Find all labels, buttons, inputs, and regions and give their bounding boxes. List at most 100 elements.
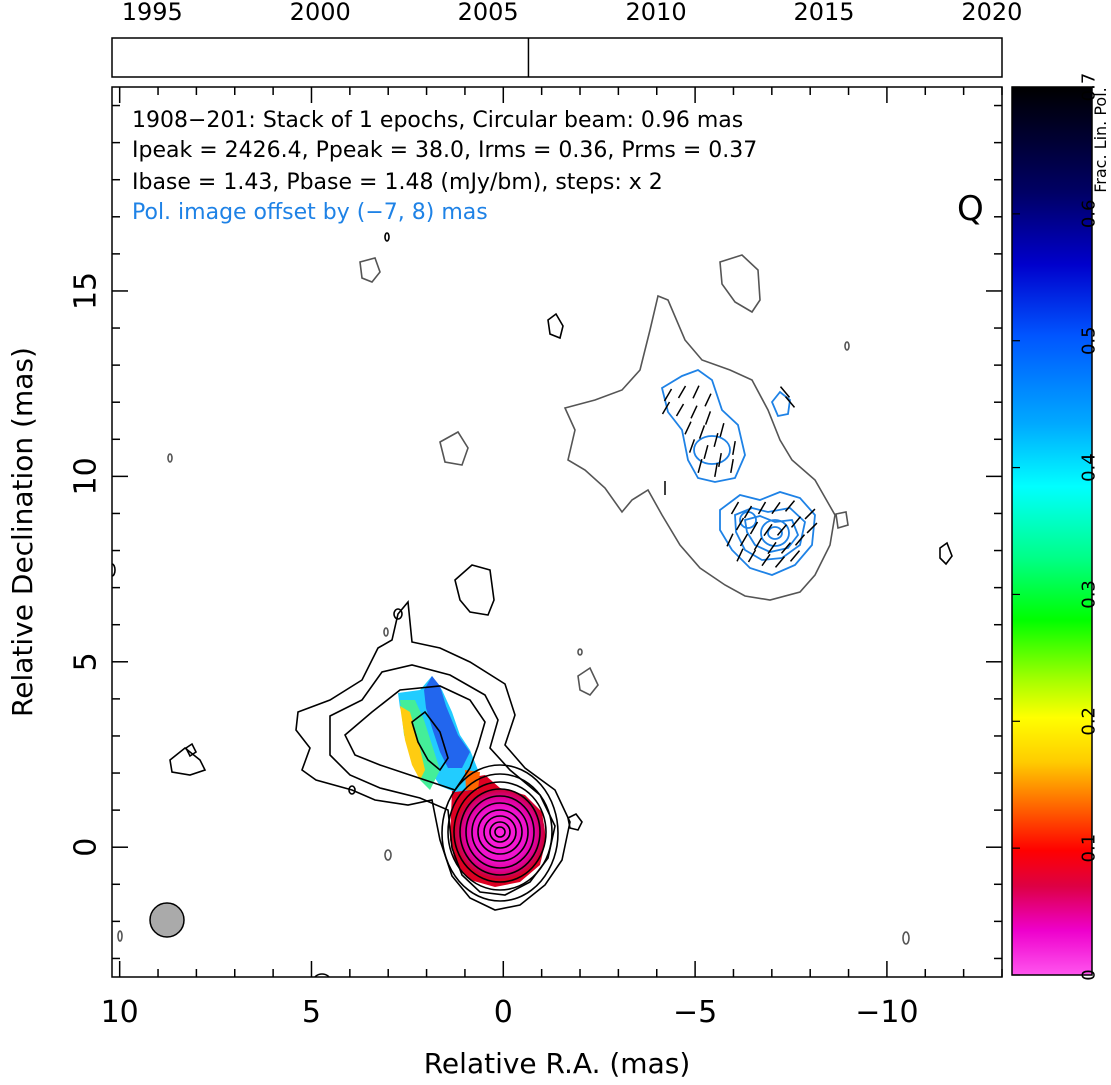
timeline-year-label: 2000 <box>290 0 351 26</box>
offset-blob-12 <box>577 648 583 656</box>
offset-blob-11 <box>117 930 123 942</box>
x-axis-title: Relative R.A. (mas) <box>424 1047 691 1080</box>
annotation-block: 1908−201: Stack of 1 epochs, Circular be… <box>132 108 984 229</box>
pol-contour-mid <box>693 435 731 465</box>
evpa-tick <box>692 385 700 399</box>
evpa-tick <box>747 549 757 563</box>
fpol-jet-blue <box>424 676 470 768</box>
evpa-tick <box>661 401 671 415</box>
offset-blob-7 <box>384 849 392 861</box>
evpa-tick <box>726 533 734 547</box>
timeline-year-label: 2005 <box>458 0 519 26</box>
fpol-core-magenta <box>455 789 545 879</box>
stokes-i-contour-3 <box>344 685 486 791</box>
evpa-tick <box>690 405 698 419</box>
colorbar-ticks: 0 0.1 0.2 0.3 0.4 0.5 0.6 0.7 <box>1012 73 1099 981</box>
stokes-i-contour-2 <box>329 664 556 896</box>
offset-blob-2 <box>439 430 469 466</box>
evpa-tick <box>757 501 767 515</box>
core-contour-10 <box>494 826 506 838</box>
evpa-tick <box>704 411 712 425</box>
evpa-tick <box>730 501 740 515</box>
evpa-tick <box>713 433 719 447</box>
offset-blob-9 <box>167 453 173 463</box>
stokes-i-blob-8 <box>314 973 330 977</box>
colorbar-tick-label: 0.6 <box>1078 200 1099 229</box>
pol-contour-inner-2 <box>767 526 783 540</box>
offset-intensity-contours <box>117 254 910 945</box>
timeline-box <box>111 37 1003 78</box>
evpa-tick <box>684 421 692 435</box>
x-tick-label: 5 <box>302 995 321 1030</box>
evpa-tick <box>736 548 744 562</box>
offset-blob-1 <box>719 254 761 314</box>
evpa-tick <box>703 445 709 459</box>
evpa-tick <box>697 459 703 473</box>
colorbar-gradient <box>1012 87 1092 975</box>
colorbar-tick-label: 0 <box>1078 969 1099 980</box>
evpa-tick <box>784 500 796 512</box>
core-contour-1 <box>441 764 559 902</box>
timeline-year-label: 2020 <box>961 0 1022 26</box>
evpa-tick <box>780 542 792 554</box>
evpa-tick <box>749 521 759 535</box>
evpa-tick <box>779 386 791 398</box>
restoring-beam <box>149 902 185 938</box>
y-axis-title: Relative Declination (mas) <box>6 347 39 717</box>
y-tick-label: 5 <box>69 652 104 671</box>
offset-blob-6 <box>902 931 910 945</box>
core-contour-2 <box>447 773 553 891</box>
epoch-timeline: 1995 2000 2005 2010 2015 2020 <box>111 0 1022 78</box>
evpa-tick <box>789 550 801 562</box>
plot-frame <box>111 86 1003 978</box>
evpa-tick <box>794 534 806 546</box>
offset-blob-3 <box>359 257 381 283</box>
stokes-i-contours <box>112 232 953 977</box>
x-tick-label: 10 <box>101 995 139 1030</box>
evpa-tick <box>704 393 712 407</box>
core-contour-9 <box>489 821 511 843</box>
colorbar-label: Frac. Lin. Pol. <box>1091 87 1110 192</box>
stokes-i-blob-3 <box>547 312 564 340</box>
offset-outer-contour <box>563 294 836 601</box>
stokes-i-blob-5 <box>567 812 583 831</box>
evpa-ticks <box>661 385 818 568</box>
fractional-polarization-image <box>398 676 546 887</box>
evpa-tick <box>698 425 706 439</box>
evpa-tick <box>677 385 687 399</box>
evpa-tick <box>790 516 802 528</box>
stokes-i-blob-7 <box>384 232 390 242</box>
colorbar-tick-label: 0.2 <box>1078 707 1099 736</box>
evpa-tick <box>719 423 725 437</box>
core-contour-7 <box>477 809 523 855</box>
evpa-tick <box>784 396 796 408</box>
pol-contour-lower-1 <box>719 491 816 576</box>
x-tick-label: −5 <box>673 995 717 1030</box>
timeline-year-label: 2015 <box>793 0 854 26</box>
colorbar-tick-label: 0.5 <box>1078 326 1099 355</box>
evpa-tick <box>776 524 788 536</box>
y-axis-ticks: 0 5 10 15 <box>69 104 1002 960</box>
stokes-i-contour-4 <box>411 710 449 772</box>
stokes-i-blob-4 <box>184 742 198 758</box>
evpa-tick <box>732 440 736 456</box>
y-tick-label: 0 <box>69 838 104 857</box>
annotation-line-2: Ipeak = 2426.4, Ppeak = 38.0, Irms = 0.3… <box>132 138 757 163</box>
y-tick-label: 10 <box>69 457 104 495</box>
evpa-tick <box>663 388 673 402</box>
offset-blob-4 <box>577 666 599 697</box>
offset-blob-10 <box>844 341 850 351</box>
y-tick-label: 15 <box>69 272 104 310</box>
evpa-tick <box>735 517 745 531</box>
x-tick-label: −10 <box>855 995 918 1030</box>
evpa-tick <box>804 508 816 520</box>
core-contour-6 <box>471 802 529 862</box>
evpa-tick <box>718 452 722 468</box>
stokes-i-blob-1 <box>454 564 495 616</box>
x-axis-ticks: 10 5 0 −5 −10 <box>101 87 1003 1030</box>
core-contour-5 <box>465 795 535 869</box>
annotation-line-4: Pol. image offset by (−7, 8) mas <box>132 200 488 225</box>
colorbar-tick-label: 0.4 <box>1078 453 1099 482</box>
stokes-label: Q <box>957 189 984 229</box>
